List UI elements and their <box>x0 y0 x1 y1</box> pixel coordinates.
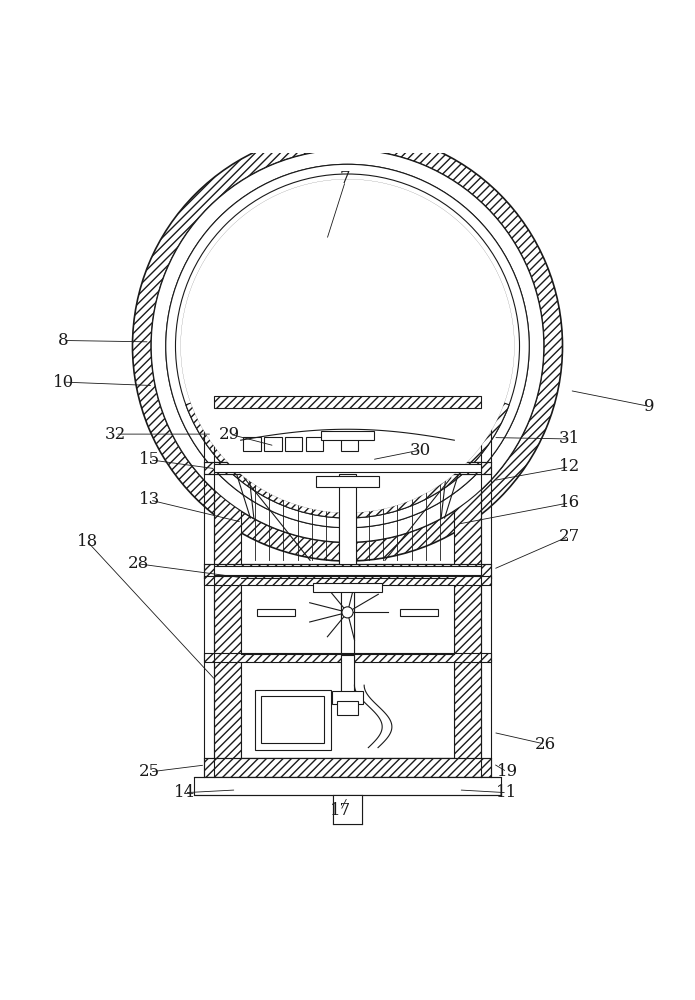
Bar <box>243 437 261 451</box>
Text: 19: 19 <box>496 763 518 780</box>
Bar <box>341 437 358 451</box>
Text: 32: 32 <box>104 426 126 443</box>
Text: 28: 28 <box>127 555 149 572</box>
Bar <box>257 609 295 616</box>
Bar <box>333 795 362 824</box>
Bar <box>214 396 481 408</box>
Bar <box>204 576 491 585</box>
Bar <box>204 564 491 578</box>
Bar <box>193 777 502 795</box>
Bar <box>254 690 331 750</box>
Text: 16: 16 <box>559 494 580 511</box>
Text: 25: 25 <box>139 763 161 780</box>
Circle shape <box>166 164 529 528</box>
Bar <box>316 476 379 487</box>
Text: 11: 11 <box>496 784 518 801</box>
Circle shape <box>175 174 520 518</box>
Text: 15: 15 <box>139 451 161 468</box>
Bar <box>214 464 481 472</box>
Text: 12: 12 <box>559 458 580 475</box>
Bar <box>204 462 491 474</box>
Bar <box>204 758 491 777</box>
Wedge shape <box>186 348 509 518</box>
Text: 27: 27 <box>559 528 580 545</box>
Bar <box>341 587 354 653</box>
Text: 31: 31 <box>559 430 580 447</box>
Circle shape <box>181 179 514 513</box>
Text: 10: 10 <box>53 374 74 391</box>
Bar <box>455 403 481 777</box>
Bar <box>400 609 438 616</box>
Bar <box>214 403 240 777</box>
Bar <box>332 691 363 704</box>
Wedge shape <box>133 131 562 561</box>
Bar <box>337 701 358 715</box>
Bar <box>285 437 302 451</box>
Text: 7: 7 <box>340 170 351 187</box>
Text: 17: 17 <box>330 802 351 819</box>
Text: 9: 9 <box>644 398 655 415</box>
Wedge shape <box>152 150 543 542</box>
Bar <box>339 474 356 564</box>
Text: 13: 13 <box>139 491 161 508</box>
Text: 8: 8 <box>58 332 68 349</box>
Text: 26: 26 <box>534 736 556 753</box>
Text: 18: 18 <box>76 533 98 550</box>
Bar <box>240 654 455 758</box>
Bar <box>204 653 491 662</box>
Bar <box>214 566 481 575</box>
Bar <box>321 431 374 440</box>
Bar <box>341 655 354 696</box>
Bar <box>313 583 382 592</box>
Bar <box>261 696 324 743</box>
Text: 14: 14 <box>174 784 195 801</box>
Text: 30: 30 <box>410 442 431 459</box>
Circle shape <box>342 607 353 618</box>
Bar <box>306 437 323 451</box>
Bar <box>264 437 281 451</box>
Bar <box>240 578 455 654</box>
Text: 29: 29 <box>219 426 240 443</box>
Bar <box>240 408 455 462</box>
